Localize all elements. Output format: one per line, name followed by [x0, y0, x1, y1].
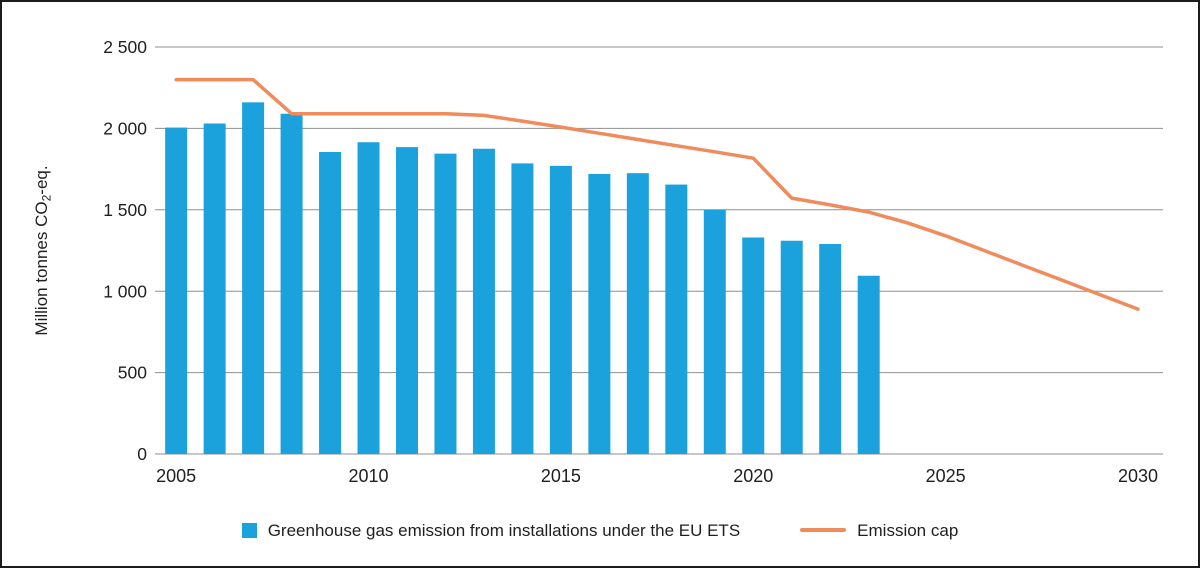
x-tick-label: 2015: [541, 466, 581, 486]
y-axis-label: Million tonnes CO2-eq.: [32, 165, 54, 335]
bar-2010: [357, 142, 380, 454]
y-tick-label: 2 000: [103, 119, 147, 139]
bar-2018: [665, 184, 688, 455]
bar-2007: [242, 102, 265, 455]
legend-item-emissions: Greenhouse gas emission from installatio…: [241, 520, 741, 540]
emission-cap-line-swatch-icon: [800, 528, 847, 532]
y-tick-label: 1 000: [103, 281, 147, 301]
bar-2013: [472, 148, 495, 454]
bar-2019: [703, 209, 726, 454]
y-tick-label: 0: [137, 444, 147, 464]
bar-2008: [280, 113, 303, 455]
emissions-chart: 0 500 1 000 1 500 2 000 2 500 2005 2010 2015 2020…: [32, 37, 1163, 486]
bar-2009: [319, 152, 342, 455]
bar-2017: [626, 173, 649, 455]
x-tick-label: 2025: [926, 466, 966, 486]
legend-label-emissions: Greenhouse gas emission from installatio…: [267, 520, 741, 540]
legend-label-cap: Emission cap: [857, 520, 959, 540]
bar-2014: [511, 163, 534, 455]
bar-2012: [434, 153, 457, 454]
x-tick-label: 2030: [1118, 466, 1158, 486]
chart-legend: Greenhouse gas emission from installatio…: [2, 506, 1198, 554]
legend-item-cap: Emission cap: [800, 522, 958, 539]
bar-2023: [857, 275, 880, 454]
bar-2011: [396, 147, 418, 454]
x-tick-label: 2010: [349, 466, 389, 486]
bar-2015: [549, 165, 572, 454]
bar-2016: [588, 173, 611, 454]
bar-2022: [819, 243, 842, 454]
emissions-bar-swatch-icon: [241, 522, 257, 538]
x-tick-label: 2005: [156, 466, 196, 486]
y-tick-label: 500: [118, 363, 147, 383]
emission-cap-line: [174, 77, 1140, 311]
x-tick-label: 2020: [733, 466, 773, 486]
bar-2005: [165, 127, 188, 454]
y-tick-label: 1 500: [103, 200, 147, 220]
bar-2020: [742, 237, 765, 454]
y-tick-label: 2 500: [103, 37, 147, 57]
bar-2006: [203, 123, 226, 455]
bar-2021: [780, 240, 803, 454]
